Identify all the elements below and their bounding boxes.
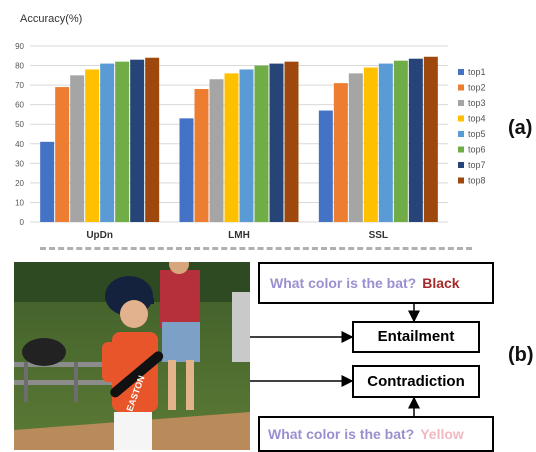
bar-top3-LMH	[209, 79, 224, 222]
chart-legend: top1 top2 top3 top4 top5 top6 top7 top8	[458, 67, 486, 186]
bar-top7-UpDn	[130, 59, 145, 222]
bar-top4-LMH	[224, 73, 239, 222]
bar-top3-SSL	[348, 73, 363, 222]
legend-swatch-top3	[458, 100, 464, 106]
bar-top2-UpDn	[55, 87, 70, 222]
legend-swatch-top7	[458, 162, 464, 168]
y-tick-label: 60	[15, 101, 24, 110]
chart-gridlines	[30, 45, 448, 223]
bar-top6-LMH	[254, 65, 269, 222]
bar-top3-UpDn	[70, 75, 85, 222]
chart-bars	[40, 56, 438, 223]
y-axis-label: Accuracy(%)	[20, 13, 82, 25]
bar-top5-SSL	[378, 63, 393, 222]
bar-top2-SSL	[333, 83, 348, 223]
bar-top6-SSL	[393, 60, 408, 222]
baseball-photo: EASTON	[14, 262, 250, 450]
y-tick-label: 70	[15, 81, 24, 90]
y-tick-label: 20	[15, 179, 24, 188]
panel-label-a: (a)	[508, 117, 533, 139]
question-text: What color is the bat?	[270, 275, 417, 291]
panel-label-b: (b)	[508, 344, 534, 366]
y-tick-label: 10	[15, 198, 24, 207]
question-text-2: What color is the bat?	[268, 426, 415, 442]
bar-top1-UpDn	[40, 141, 55, 222]
legend-swatch-top5	[458, 131, 464, 137]
bar-top8-UpDn	[145, 57, 160, 222]
x-tick-label: UpDn	[86, 230, 113, 241]
y-axis: 0 10 20 30 40 50 60 70 80 90	[15, 42, 24, 227]
x-tick-label: LMH	[228, 230, 250, 241]
legend-swatch-top8	[458, 177, 464, 184]
bar-top7-LMH	[269, 63, 284, 222]
contradiction-box: Contradiction	[352, 365, 480, 398]
bar-top8-SSL	[423, 56, 438, 222]
bar-top1-LMH	[179, 118, 194, 222]
legend-label-top1: top1	[468, 67, 486, 77]
legend-swatch-top1	[458, 69, 464, 75]
bar-top5-UpDn	[100, 63, 115, 222]
legend-label-top8: top8	[468, 176, 486, 186]
legend-label-top6: top6	[468, 145, 486, 155]
y-tick-label: 40	[15, 140, 24, 149]
bar-top2-LMH	[194, 89, 209, 223]
legend-label-top4: top4	[468, 114, 486, 124]
answer-correct: Black	[422, 275, 460, 291]
y-tick-label: 50	[15, 120, 24, 129]
y-tick-label: 90	[15, 42, 24, 51]
bar-top7-SSL	[408, 58, 423, 222]
bar-top6-UpDn	[115, 61, 130, 223]
x-axis: UpDn LMH SSL	[86, 230, 388, 241]
y-tick-label: 80	[15, 62, 24, 71]
bar-top4-UpDn	[85, 69, 100, 222]
legend-swatch-top4	[458, 115, 464, 122]
legend-label-top3: top3	[468, 98, 486, 108]
legend-swatch-top6	[458, 146, 464, 153]
legend-label-top5: top5	[468, 129, 486, 139]
bar-top5-LMH	[239, 69, 254, 222]
bar-top4-SSL	[363, 67, 378, 222]
legend-swatch-top2	[458, 84, 464, 91]
legend-label-top7: top7	[468, 160, 486, 170]
legend-label-top2: top2	[468, 83, 486, 93]
bar-top8-LMH	[284, 61, 299, 223]
x-tick-label: SSL	[369, 230, 388, 241]
y-tick-label: 30	[15, 159, 24, 168]
question-box-wrong: What color is the bat? Yellow	[258, 416, 494, 452]
entailment-box: Entailment	[352, 321, 480, 353]
question-box-correct: What color is the bat? Black	[258, 262, 494, 304]
y-tick-label: 0	[20, 218, 25, 227]
answer-wrong: Yellow	[420, 426, 464, 442]
bar-top1-SSL	[318, 110, 333, 222]
dashed-divider	[40, 247, 472, 250]
